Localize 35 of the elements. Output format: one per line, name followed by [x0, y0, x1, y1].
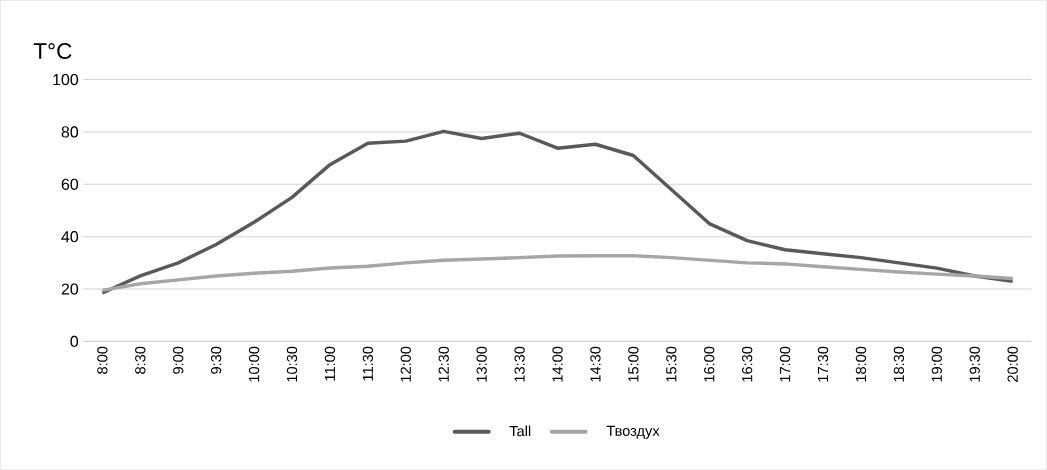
- x-tick-label: 18:00: [855, 346, 867, 382]
- x-tick-label: 17:00: [779, 346, 791, 382]
- x-tick-label: 12:30: [438, 346, 449, 382]
- x-tick-label: 14:30: [590, 346, 601, 382]
- x-tick-label: 8:00: [97, 346, 108, 374]
- x-tick-label: 9:30: [210, 346, 222, 374]
- x-tick-label: 16:30: [742, 346, 753, 382]
- x-tick-label: 8:30: [135, 346, 146, 374]
- y-tick-label: 80: [61, 126, 79, 138]
- x-tick-label: 11:00: [324, 346, 336, 381]
- x-tick-label: 15:30: [666, 346, 677, 382]
- x-tick-label: 13:00: [476, 346, 487, 382]
- x-tick-label: 17:30: [817, 346, 829, 382]
- x-tick-label: 9:00: [173, 346, 184, 374]
- x-tick-label: 11:30: [362, 346, 374, 381]
- x-tick-label: 14:00: [552, 346, 563, 382]
- x-tick-label: 19:30: [969, 346, 980, 382]
- x-tick-label: 10:30: [286, 346, 298, 382]
- legend-label: Твоздух: [606, 425, 660, 439]
- x-tick-label: 13:30: [514, 346, 525, 382]
- x-tick-label: 20:00: [1007, 346, 1018, 382]
- y-tick-label: 60: [61, 178, 79, 190]
- x-tick-label: 16:00: [704, 346, 715, 382]
- x-tick-label: 10:00: [248, 346, 260, 382]
- x-tick-label: 15:00: [628, 346, 639, 382]
- y-axis-title: T°C: [33, 43, 72, 59]
- x-tick-label: 18:30: [893, 346, 905, 382]
- line-series: [100, 129, 1015, 295]
- y-tick-label: 20: [61, 283, 79, 295]
- x-tick-label: 19:00: [931, 346, 942, 382]
- legend-label: Tall: [509, 425, 531, 437]
- y-tick-label: 100: [53, 73, 79, 86]
- x-tick-label: 12:00: [400, 346, 411, 382]
- y-tick-label: 0: [70, 335, 79, 347]
- y-tick-label: 40: [61, 230, 79, 243]
